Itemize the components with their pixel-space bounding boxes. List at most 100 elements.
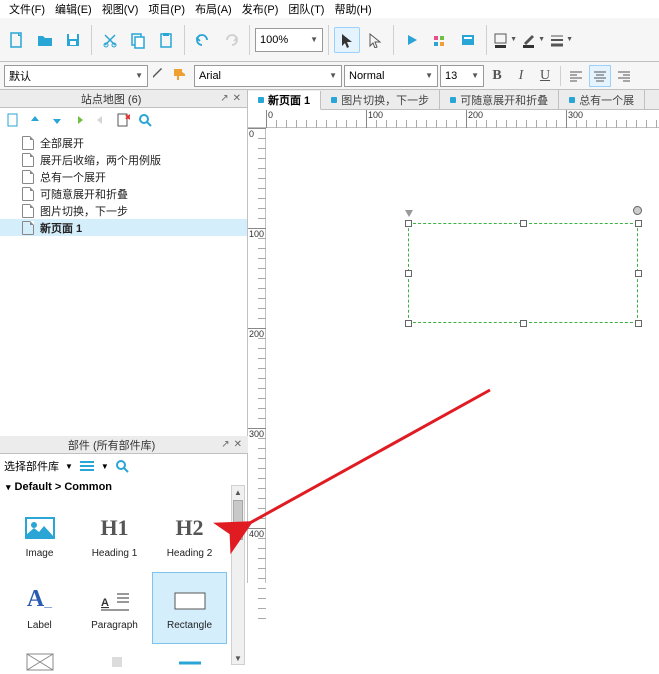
sitemap-item[interactable]: 总有一个展开 [0,168,247,185]
preview-options-icon[interactable] [427,27,453,53]
resize-handle[interactable] [635,270,642,277]
style-select[interactable]: 默认▼ [4,65,148,87]
panel-detach-icon[interactable]: ↗ [221,439,229,450]
document-tab[interactable]: 图片切换，下一步 [321,90,440,109]
menu-team[interactable]: 团队(T) [283,1,329,17]
menu-edit[interactable]: 编辑(E) [50,1,97,17]
publish-icon[interactable] [455,27,481,53]
collapse-tri-icon[interactable]: ▾ [6,482,11,493]
resize-handle[interactable] [635,320,642,327]
line-color-icon[interactable]: ▼ [520,27,546,53]
resize-handle[interactable] [405,270,412,277]
menu-view[interactable]: 视图(V) [97,1,144,17]
tab-dot-icon [450,97,456,103]
preview-icon[interactable] [399,27,425,53]
new-file-icon[interactable] [4,27,30,53]
menu-help[interactable]: 帮助(H) [329,1,376,17]
widget-cell-placeholder[interactable] [2,648,77,674]
library-breadcrumb[interactable]: ▾ Default > Common [0,478,248,496]
rotate-handle[interactable] [633,206,642,215]
library-menu-caret-icon[interactable]: ▼ [101,462,109,471]
sitemap-item[interactable]: 全部展开 [0,134,247,151]
search-sitemap-icon[interactable] [136,111,154,129]
resize-handle[interactable] [635,220,642,227]
resize-handle[interactable] [520,220,527,227]
menu-publish[interactable]: 发布(P) [237,1,284,17]
scroll-up-icon[interactable]: ▲ [232,486,244,498]
sitemap-item-label: 展开后收缩，两个用例版 [40,152,161,168]
document-tab[interactable]: 可随意展开和折叠 [440,90,559,109]
connector-handle[interactable] [405,210,413,217]
align-right-button[interactable] [613,65,635,87]
library-picker-label[interactable]: 选择部件库 [4,458,59,474]
search-widgets-icon[interactable] [115,459,129,473]
panel-detach-icon[interactable]: ↗ [220,93,228,104]
tab-dot-icon [331,97,337,103]
widget-label: Heading 2 [167,548,213,559]
zoom-select[interactable]: 100%▼ [255,28,323,52]
widget-grid: ImageH1Heading 1H2Heading 2A_LabelAParag… [0,496,248,648]
add-page-icon[interactable]: + [4,111,22,129]
menu-file[interactable]: 文件(F) [4,1,50,17]
align-center-button[interactable] [589,65,611,87]
library-picker-caret-icon[interactable]: ▼ [65,462,73,471]
outdent-icon[interactable] [70,111,88,129]
bold-button[interactable]: B [486,65,508,87]
menu-layout[interactable]: 布局(A) [190,1,237,17]
font-weight-select[interactable]: Normal▼ [344,65,438,87]
resize-handle[interactable] [405,320,412,327]
tab-label: 图片切换，下一步 [341,92,429,108]
widget-icon [25,514,55,542]
sitemap-item[interactable]: 展开后收缩，两个用例版 [0,151,247,168]
sitemap-item[interactable]: 图片切换，下一步 [0,202,247,219]
scroll-down-icon[interactable]: ▼ [232,652,244,664]
sitemap-item[interactable]: 新页面 1 [0,219,247,236]
sitemap-item-label: 全部展开 [40,135,84,151]
select-mode-icon[interactable] [334,27,360,53]
widget-image[interactable]: Image [2,500,77,572]
library-menu-icon[interactable] [79,459,95,473]
cut-icon[interactable] [97,27,123,53]
widget-cell-ellipse[interactable] [77,648,152,674]
undo-icon[interactable] [190,27,216,53]
fill-color-icon[interactable]: ▼ [492,27,518,53]
widget-cell-hline[interactable] [152,648,227,674]
widgets-scrollbar[interactable]: ▲ ▼ [231,485,245,665]
scroll-thumb[interactable] [233,500,243,540]
panel-close-icon[interactable]: ✕ [233,93,241,104]
open-file-icon[interactable] [32,27,58,53]
indent-icon[interactable] [92,111,110,129]
panel-close-icon[interactable]: ✕ [234,439,242,450]
menu-project[interactable]: 项目(P) [143,1,190,17]
redo-icon[interactable] [218,27,244,53]
widget-label: Rectangle [167,620,212,631]
line-width-icon[interactable]: ▼ [548,27,574,53]
resize-handle[interactable] [405,220,412,227]
move-up-icon[interactable] [26,111,44,129]
document-tab[interactable]: 总有一个展 [559,90,645,109]
resize-handle[interactable] [520,320,527,327]
align-left-button[interactable] [565,65,587,87]
widget-label: Heading 1 [92,548,138,559]
paint-format-icon[interactable] [172,66,192,86]
eyedropper-icon[interactable] [150,66,170,86]
widget-icon: A [101,586,129,614]
delete-page-icon[interactable] [114,111,132,129]
widget-heading-1[interactable]: H1Heading 1 [77,500,152,572]
selection-rectangle[interactable] [408,223,638,323]
paste-icon[interactable] [153,27,179,53]
font-size-select[interactable]: 13▼ [440,65,484,87]
underline-button[interactable]: U [534,65,556,87]
save-icon[interactable] [60,27,86,53]
page-icon [22,204,34,218]
select-contained-icon[interactable] [362,27,388,53]
copy-icon[interactable] [125,27,151,53]
move-down-icon[interactable] [48,111,66,129]
italic-button[interactable]: I [510,65,532,87]
sitemap-item[interactable]: 可随意展开和折叠 [0,185,247,202]
svg-text:A: A [101,597,109,609]
document-tab[interactable]: 新页面 1 [248,91,321,110]
design-canvas[interactable] [266,128,659,583]
font-select[interactable]: Arial▼ [194,65,342,87]
widget-heading-2[interactable]: H2Heading 2 [152,500,227,572]
